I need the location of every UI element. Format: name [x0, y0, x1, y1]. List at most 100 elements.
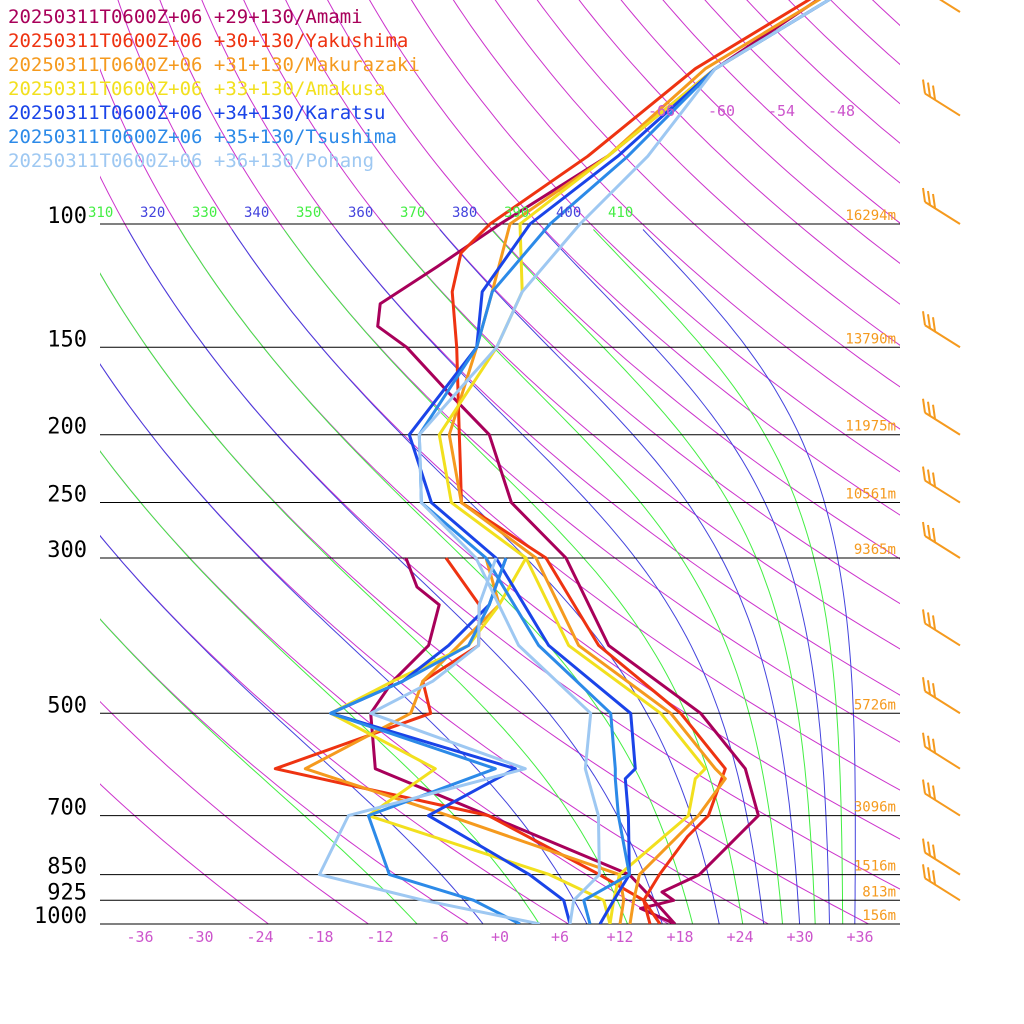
theta-e-label: 330	[192, 205, 217, 221]
dry-adiabat	[327, 0, 900, 560]
dry-adiabat	[830, 0, 900, 66]
theta-e-curve	[335, 229, 765, 924]
dry-adiabat	[100, 618, 469, 924]
pressure-label: 250	[47, 483, 87, 508]
dry-adiabat	[746, 0, 900, 144]
wind-barb	[922, 398, 961, 436]
dewpoint-line-karatsu	[329, 557, 572, 924]
dry-adiabat	[578, 0, 900, 305]
theta-e-curve	[100, 450, 540, 924]
x-tick-label: +30	[786, 928, 813, 946]
wind-barb	[922, 466, 961, 504]
wind-barb	[922, 779, 961, 817]
dry-adiabat	[100, 534, 569, 924]
theta-e-label: 350	[296, 205, 321, 221]
theta-e-curve	[179, 229, 694, 924]
wind-barb	[922, 311, 961, 349]
x-tick-label: -6	[431, 928, 449, 946]
wind-barb	[922, 609, 961, 647]
theta-e-curve	[127, 229, 663, 924]
height-label: 156m	[862, 908, 896, 924]
theta-e-curve	[100, 272, 628, 924]
temperature-line-tsushima	[417, 0, 832, 924]
pressure-label: 850	[47, 855, 87, 880]
temperature-line-makurazaki	[447, 0, 822, 924]
x-tick-label: +36	[846, 928, 873, 946]
pressure-label: 150	[47, 327, 87, 352]
theta-e-curve	[231, 229, 720, 924]
theta-e-curve	[439, 229, 801, 924]
height-label: 13790m	[845, 331, 896, 347]
pressure-label: 200	[47, 415, 87, 440]
theta-e-label: 340	[244, 205, 269, 221]
theta-e-label: 380	[452, 205, 477, 221]
x-tick-label: -36	[126, 928, 153, 946]
dry-adiabat	[100, 450, 669, 924]
temperature-line-pohang	[417, 0, 832, 924]
x-tick-label: -24	[246, 928, 273, 946]
height-label: 1516m	[854, 859, 896, 875]
dry-adiabat	[620, 0, 900, 265]
theta-e-label: 410	[608, 205, 633, 221]
upper-temp-label: -66	[648, 102, 675, 120]
theta-e-curve	[542, 229, 830, 924]
wind-barb	[922, 677, 961, 715]
upper-temp-label: -48	[828, 102, 855, 120]
wind-barb	[922, 79, 961, 117]
theta-e-curve	[100, 618, 418, 924]
profile-lines	[273, 0, 832, 924]
theta-e-curve	[387, 229, 783, 924]
legend-entry: 20250311T0600Z+06 +31+130/Makurazaki	[8, 54, 420, 76]
dry-adiabat	[100, 700, 369, 924]
height-label: 9365m	[854, 542, 896, 558]
legend-entry: 20250311T0600Z+06 +34+130/Karatsu	[8, 102, 386, 124]
legend-entry: 20250311T0600Z+06 +35+130/Tsushima	[8, 126, 397, 148]
x-tick-label: -12	[366, 928, 393, 946]
dry-adiabat	[452, 0, 900, 430]
x-tick-label: +0	[491, 928, 509, 946]
theta-e-label: 320	[140, 205, 165, 221]
x-tick-label: -18	[306, 928, 333, 946]
pressure-label: 300	[47, 538, 87, 563]
legend-entry: 20250311T0600Z+06 +33+130/Amakusa	[8, 78, 386, 100]
height-label: 10561m	[845, 487, 896, 503]
dry-adiabat	[494, 0, 900, 388]
wind-barb	[939, 0, 961, 13]
height-label: 11975m	[845, 419, 896, 435]
x-tick-label: -30	[186, 928, 213, 946]
legend-entry: 20250311T0600Z+06 +30+130/Yakushima	[8, 30, 408, 52]
theta-e-label: 390	[504, 205, 529, 221]
dry-adiabat	[410, 0, 900, 473]
height-label: 813m	[862, 884, 896, 900]
theta-e-label: 360	[348, 205, 373, 221]
x-tick-label: +6	[551, 928, 569, 946]
dry-adiabat	[368, 0, 900, 516]
pressure-label: 100	[47, 204, 87, 229]
dry-adiabat	[536, 0, 900, 346]
theta-e-label: 370	[400, 205, 425, 221]
legend: 20250311T0600Z+06 +29+130/Amami20250311T…	[8, 6, 420, 172]
upper-temp-label: -60	[708, 102, 735, 120]
dry-adiabat	[788, 0, 900, 105]
wind-barb	[922, 864, 961, 902]
theta-e-label: 310	[88, 205, 113, 221]
pressure-label: 700	[47, 796, 87, 821]
pressure-label: 1000	[34, 904, 87, 929]
height-label: 5726m	[854, 697, 896, 713]
x-tick-label: +24	[726, 928, 753, 946]
wind-barbs	[922, 0, 961, 902]
theta-e-curve	[491, 229, 816, 924]
dewpoint-line-pohang	[317, 557, 541, 924]
theta-e-curve	[100, 363, 588, 924]
dry-adiabat	[871, 0, 900, 27]
height-label: 16294m	[845, 208, 896, 224]
theta-e-curve	[642, 229, 856, 924]
wind-barb	[922, 187, 961, 225]
dry-adiabat	[662, 0, 900, 224]
dewpoint-line-amakusa	[329, 557, 612, 924]
wind-barb	[922, 838, 961, 876]
theta-e-label: 400	[556, 205, 581, 221]
theta-e-curve	[283, 229, 744, 924]
isobar-lines	[100, 223, 900, 925]
dry-adiabat	[285, 0, 900, 605]
